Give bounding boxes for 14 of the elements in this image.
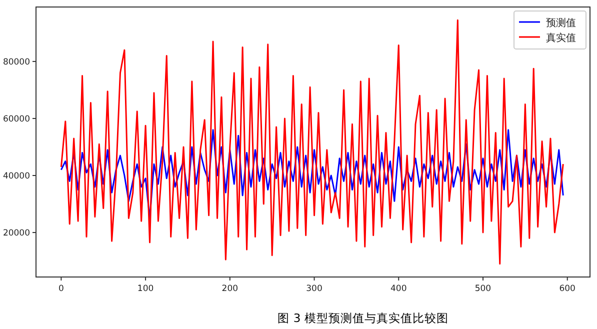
x-tick-label: 600	[559, 284, 576, 294]
x-tick-label: 200	[222, 284, 238, 294]
legend-label: 真实值	[546, 32, 576, 44]
x-tick-label: 300	[306, 284, 322, 294]
y-tick-label: 20000	[2, 228, 30, 239]
x-tick-label: 400	[390, 284, 407, 294]
x-tick-label: 500	[474, 284, 492, 294]
y-tick-label: 60000	[2, 114, 30, 124]
x-tick-label: 0	[58, 284, 64, 294]
x-tick-label: 100	[137, 284, 154, 294]
y-tick-label: 40000	[2, 172, 30, 182]
legend-label: 预测值	[546, 17, 576, 29]
y-tick-label: 80000	[2, 57, 30, 68]
caption: 图 3 模型预测值与真实值比较图	[278, 311, 448, 325]
